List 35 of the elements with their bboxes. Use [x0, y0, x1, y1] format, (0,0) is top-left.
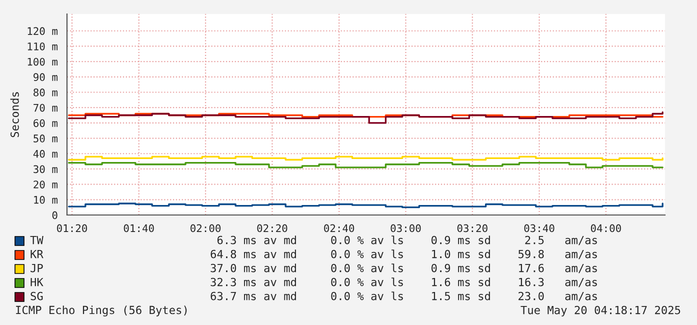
text: 64.8 ms av md 0.0 % av ls 1.0 ms sd 59.8 am/as	[210, 250, 597, 260]
text: Tue May 20 04:18:17 2025	[520, 306, 680, 316]
text: 32.3 ms av md 0.0 % av ls 1.6 ms sd 16.3 am/as	[210, 278, 597, 288]
x-tick-label: 03:20	[457, 224, 488, 232]
y-tick-label: 40 m	[33, 150, 58, 158]
y-tick-label: 80 m	[34, 88, 58, 96]
y-tick-label: 10 m	[34, 196, 58, 204]
y-tick-label: 20 m	[34, 180, 58, 188]
y-tick-label: 30 m	[34, 165, 58, 174]
x-tick-label: 04:00	[590, 224, 621, 232]
x-tick-label: 02:40	[324, 224, 354, 232]
legend-label: JP	[30, 264, 43, 272]
y-tick-label: 60 m	[34, 119, 58, 128]
legend-label: HK	[30, 278, 44, 286]
text: 63.7 ms av md 0.0 % av ls 1.5 ms sd 23.0 am/as	[210, 292, 597, 302]
y-tick-label: 0	[52, 211, 58, 220]
legend-label: SG	[30, 292, 43, 300]
y-tick-label: 70 m	[34, 104, 58, 112]
x-tick-label: 02:00	[190, 224, 221, 232]
text: 37.0 ms av md 0.0 % av ls 0.9 ms sd 17.6 am/as	[210, 264, 597, 274]
x-tick-label: 03:40	[524, 224, 554, 232]
x-tick-label: 02:20	[257, 224, 288, 232]
text: 6.3 ms av md 0.0 % av ls 0.9 ms sd 2.5 am/as	[217, 236, 597, 246]
legend-label: KR	[30, 250, 44, 258]
y-tick-label: 120 m	[28, 27, 58, 36]
x-tick-label: 03:00	[390, 224, 421, 232]
legend-label: TW	[30, 236, 44, 244]
text: ICMP Echo Pings (56 Bytes)	[16, 306, 187, 316]
x-tick-label: 01:20	[57, 224, 88, 232]
y-tick-label: 90 m	[34, 73, 58, 82]
y-tick-label: 100 m	[28, 58, 58, 66]
y-axis-title: Seconds	[10, 92, 19, 138]
y-tick-label: 110 m	[28, 42, 58, 50]
y-tick-label: 50 m	[34, 134, 58, 142]
x-tick-label: 01:40	[124, 224, 154, 232]
